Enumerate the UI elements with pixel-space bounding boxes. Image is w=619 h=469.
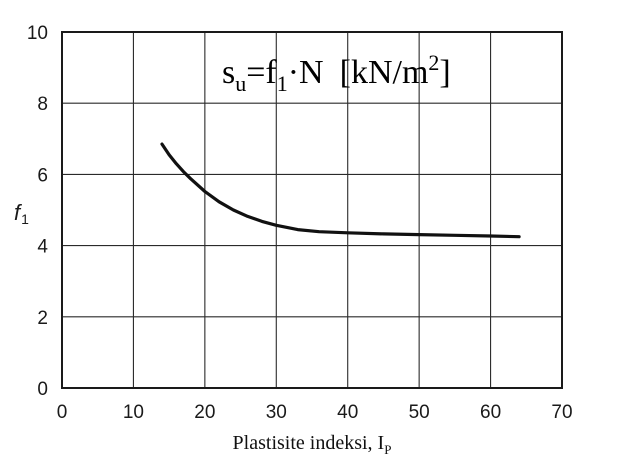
x-tick-label: 30 bbox=[266, 402, 287, 423]
y-axis-ticks: 0 2 4 6 8 10 bbox=[27, 23, 49, 400]
x-axis-label: Plastisite indeksi, IP bbox=[233, 432, 392, 457]
series-line-1 bbox=[160, 142, 521, 239]
y-tick-label: 8 bbox=[37, 94, 48, 115]
x-tick-label: 0 bbox=[57, 402, 68, 423]
series-layer bbox=[160, 142, 521, 239]
plot-frame bbox=[61, 31, 563, 389]
y-tick-label: 0 bbox=[37, 379, 48, 400]
x-axis-ticks: 0 10 20 30 40 50 60 70 bbox=[57, 402, 573, 423]
x-tick-label: 20 bbox=[194, 402, 215, 423]
x-tick-label: 70 bbox=[551, 402, 572, 423]
x-tick-label: 50 bbox=[409, 402, 430, 423]
x-tick-label: 60 bbox=[480, 402, 501, 423]
y-tick-label: 2 bbox=[37, 308, 48, 329]
y-tick-label: 4 bbox=[37, 237, 48, 258]
x-tick-label: 10 bbox=[123, 402, 144, 423]
y-axis-label-subscript: 1 bbox=[21, 211, 29, 227]
y-axis-label: f1 bbox=[14, 200, 29, 227]
x-axis-label-subscript: P bbox=[384, 442, 391, 457]
y-tick-label: 6 bbox=[37, 165, 48, 186]
formula-annotation: su=f1·N [kN/m2] bbox=[222, 50, 451, 96]
y-tick-label: 10 bbox=[27, 23, 48, 44]
x-tick-label: 40 bbox=[337, 402, 358, 423]
